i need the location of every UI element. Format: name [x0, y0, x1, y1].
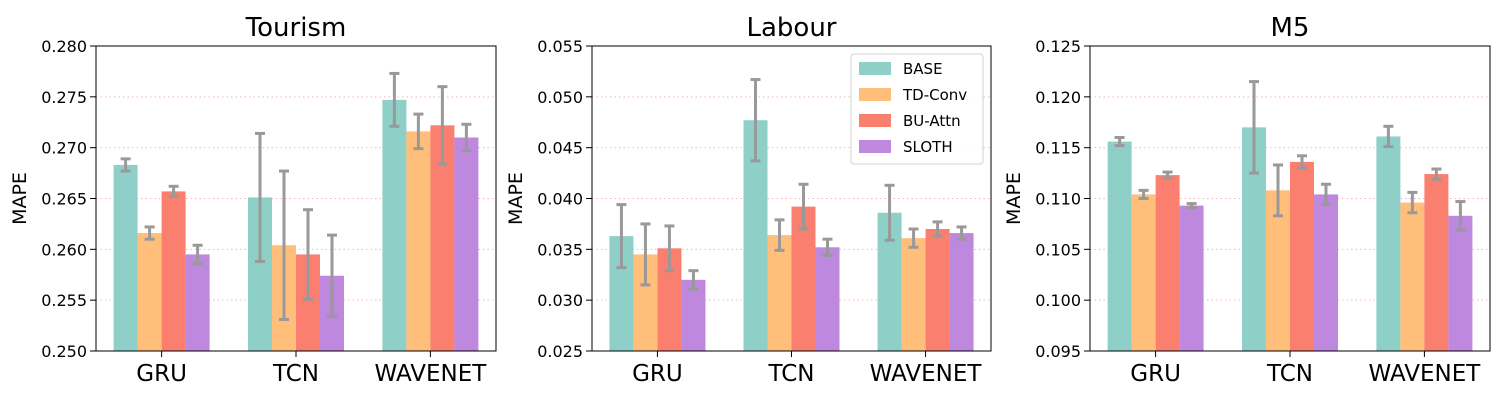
y-tick-label: 0.280	[41, 37, 87, 56]
y-tick-label: 0.270	[41, 139, 87, 158]
bar-base-wavenet	[1376, 136, 1401, 351]
x-tick-label: GRU	[1130, 361, 1181, 387]
chart-title: Tourism	[245, 13, 347, 43]
y-tick-label: 0.030	[537, 291, 583, 310]
legend-label-bu-attn: BU-Attn	[903, 112, 961, 130]
panel-labour: Labour MAPE 0.025 0.030 0.035 0.040 0.045 0.0…	[505, 13, 992, 387]
bar-bu-attn-tcn	[791, 206, 816, 351]
legend-box	[850, 53, 984, 165]
y-tick-label: 0.255	[41, 291, 87, 310]
y-axis-label: MAPE	[1003, 172, 1025, 225]
x-tick-label: TCN	[768, 361, 815, 387]
y-tick-label: 0.125	[1035, 37, 1081, 56]
y-tick-label: 0.040	[537, 190, 583, 209]
bar-sloth-gru	[681, 279, 706, 351]
y-tick-label: 0.035	[537, 240, 583, 259]
bar-sloth-tcn	[815, 247, 840, 351]
y-tick-label: 0.260	[41, 240, 87, 259]
legend-swatch-td-conv	[859, 88, 891, 101]
y-tick-label: 0.115	[1035, 139, 1081, 158]
bar-sloth-wavenet	[1448, 215, 1473, 351]
bar-bu-attn-wavenet	[925, 229, 950, 351]
x-tick-label: GRU	[136, 361, 187, 387]
y-tick-label: 0.250	[41, 342, 87, 361]
y-axis-label: MAPE	[505, 172, 527, 225]
bar-bu-attn-gru	[1155, 175, 1180, 351]
y-tick-label: 0.095	[1035, 342, 1081, 361]
bar-sloth-wavenet	[454, 137, 479, 351]
bar-td-conv-gru	[137, 233, 162, 351]
x-tick-label: GRU	[632, 361, 683, 387]
bar-td-conv-wavenet	[1400, 202, 1425, 351]
y-axis-label: MAPE	[9, 172, 31, 225]
bar-bu-attn-tcn	[1290, 161, 1314, 351]
bar-td-conv-gru	[1131, 194, 1156, 351]
y-tick-label: 0.050	[537, 88, 583, 107]
legend: BASE TD-Conv BU-Attn SLOTH	[850, 53, 984, 165]
y-tick-label: 0.055	[537, 37, 583, 56]
legend-swatch-base	[859, 62, 891, 75]
bar-sloth-tcn	[1314, 194, 1338, 351]
x-tick-label: WAVENET	[1368, 361, 1481, 387]
bar-td-conv-tcn	[767, 235, 792, 351]
y-tick-label: 0.110	[1035, 190, 1081, 209]
legend-label-base: BASE	[903, 60, 943, 78]
bar-base-gru	[113, 164, 138, 351]
bar-td-conv-wavenet	[406, 131, 431, 351]
panel-tourism: Tourism MAPE 0.250 0.255 0.260 0.265 0.270 0.…	[9, 13, 497, 387]
bar-sloth-wavenet	[949, 233, 974, 351]
panel-m5: M5 MAPE 0.095 0.100 0.105 0.110 0.115 0.120 0.…	[1003, 13, 1491, 387]
bar-base-gru	[1107, 141, 1132, 351]
y-tick-label: 0.105	[1035, 240, 1081, 259]
bar-base-wavenet	[382, 99, 407, 351]
y-tick-label: 0.265	[41, 190, 87, 209]
y-tick-label: 0.045	[537, 139, 583, 158]
y-tick-label: 0.120	[1035, 88, 1081, 107]
bar-bu-attn-gru	[161, 191, 186, 351]
y-tick-label: 0.275	[41, 88, 87, 107]
legend-swatch-sloth	[859, 140, 891, 153]
legend-swatch-bu-attn	[859, 114, 891, 127]
y-tick-label: 0.100	[1035, 291, 1081, 310]
x-tick-label: WAVENET	[374, 361, 487, 387]
x-tick-label: TCN	[272, 361, 319, 387]
y-tick-label: 0.025	[537, 342, 583, 361]
chart-title: M5	[1271, 13, 1310, 43]
bar-bu-attn-wavenet	[1424, 174, 1449, 351]
bar-sloth-gru	[1179, 205, 1204, 351]
legend-label-td-conv: TD-Conv	[902, 86, 967, 104]
bar-td-conv-wavenet	[901, 238, 926, 351]
chart-title: Labour	[747, 13, 837, 43]
legend-label-sloth: SLOTH	[903, 138, 953, 156]
x-tick-label: WAVENET	[870, 361, 983, 387]
bar-sloth-gru	[185, 254, 210, 351]
x-tick-label: TCN	[1266, 361, 1313, 387]
